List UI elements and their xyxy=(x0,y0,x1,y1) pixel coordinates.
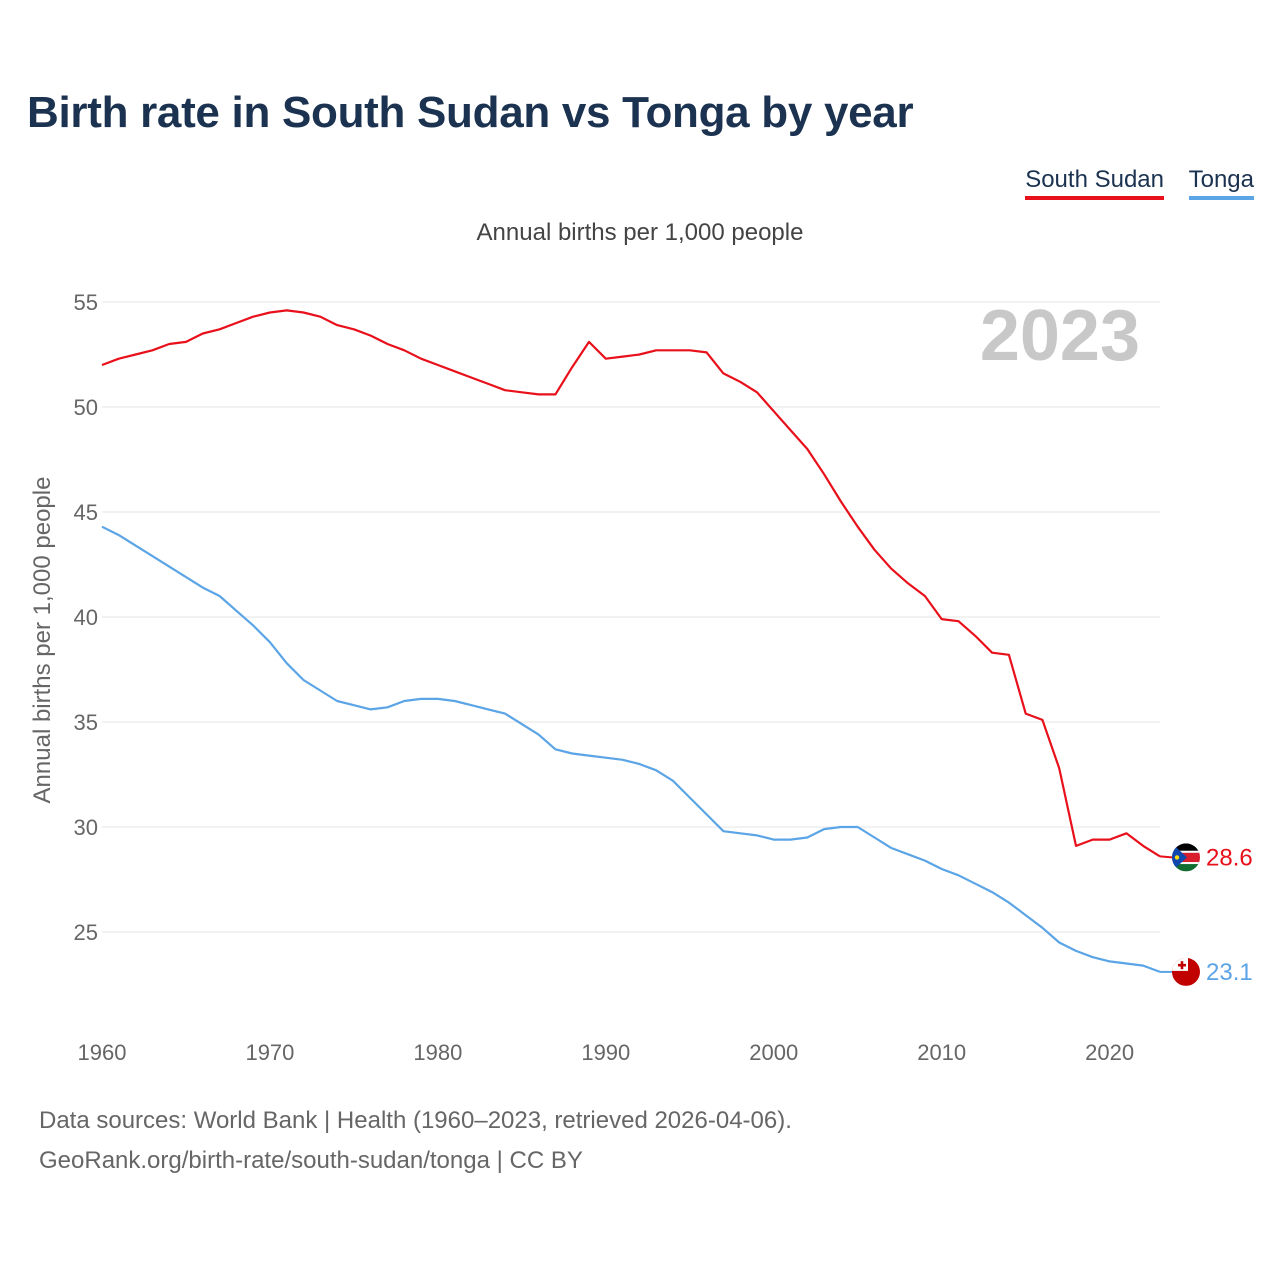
legend-item-south-sudan[interactable]: South Sudan xyxy=(1025,166,1164,200)
x-tick-label: 1960 xyxy=(78,1040,127,1065)
y-tick-label: 35 xyxy=(74,710,98,735)
end-value-label-tonga: 23.1 xyxy=(1206,959,1253,986)
end-connector xyxy=(1159,855,1173,859)
series-line-south-sudan[interactable] xyxy=(101,309,1161,858)
y-tick-label: 30 xyxy=(74,815,98,840)
source-line: Data sources: World Bank | Health (1960–… xyxy=(39,1107,792,1134)
year-watermark: 2023 xyxy=(980,296,1140,376)
legend-item-tonga[interactable]: Tonga xyxy=(1188,166,1254,200)
tonga-flag-icon xyxy=(1172,957,1200,986)
y-axis-label: Annual births per 1,000 people xyxy=(29,477,56,804)
end-value-label-south-sudan: 28.6 xyxy=(1206,844,1253,871)
y-tick-label: 40 xyxy=(74,605,98,630)
series-line-tonga[interactable] xyxy=(101,525,1161,973)
x-tick-label: 1970 xyxy=(245,1040,294,1065)
y-tick-label: 45 xyxy=(74,500,98,525)
x-tick-label: 1980 xyxy=(413,1040,462,1065)
y-tick-label: 55 xyxy=(74,290,98,315)
source-link[interactable]: GeoRank.org/birth-rate/south-sudan/tonga… xyxy=(39,1147,583,1174)
chart-subtitle: Annual births per 1,000 people xyxy=(477,219,804,246)
x-tick-label: 2020 xyxy=(1085,1040,1134,1065)
x-tick-label: 1990 xyxy=(581,1040,630,1065)
y-tick-label: 50 xyxy=(74,395,98,420)
x-tick-label: 2010 xyxy=(917,1040,966,1065)
x-tick-label: 2000 xyxy=(749,1040,798,1065)
y-tick-label: 25 xyxy=(74,920,98,945)
south-sudan-flag-icon xyxy=(1172,843,1200,872)
chart-title: Birth rate in South Sudan vs Tonga by ye… xyxy=(27,88,914,137)
